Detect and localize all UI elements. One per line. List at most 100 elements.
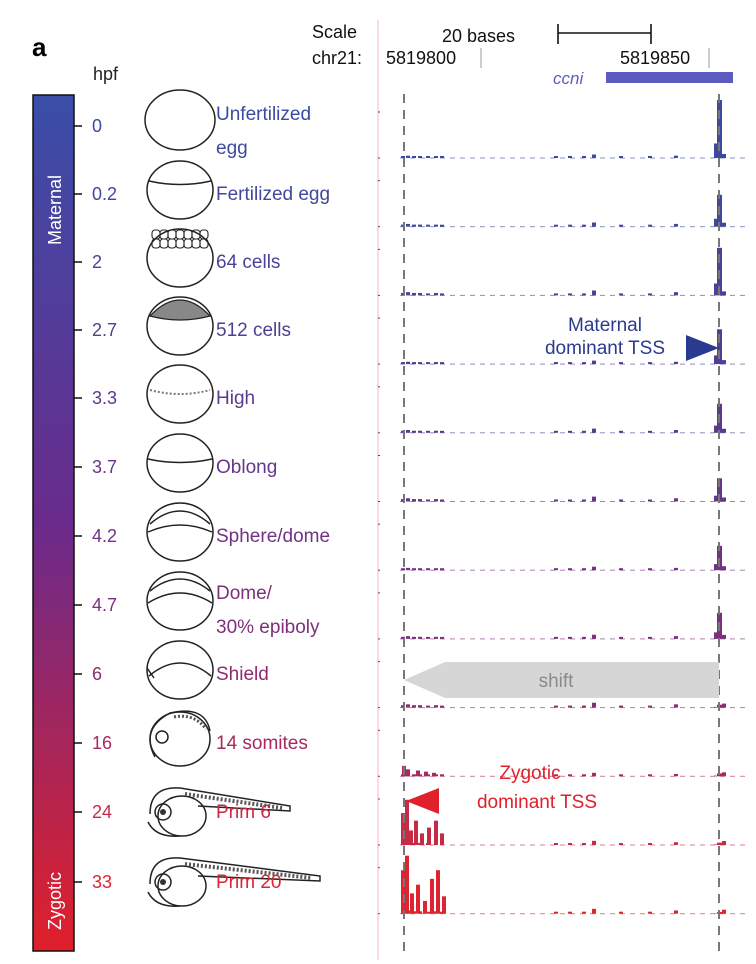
signal-bar — [582, 774, 586, 777]
signal-bar — [423, 900, 427, 914]
signal-bar — [714, 706, 717, 708]
signal-bar — [619, 636, 623, 639]
signal-bar — [722, 703, 726, 708]
coordinate-right: 5819850 — [620, 48, 690, 68]
signal-track: 28 0 — [378, 386, 745, 434]
signal-bar — [434, 430, 438, 433]
hpf-value: 2.7 — [92, 320, 117, 340]
signal-bar — [440, 499, 444, 502]
signal-bar — [426, 911, 430, 914]
stage-name: Shield — [216, 664, 269, 685]
signal-bar — [648, 362, 652, 365]
signal-bar — [406, 430, 410, 433]
signal-bar — [406, 155, 410, 158]
signal-bar — [401, 870, 405, 914]
track-max-label: 28 — [348, 573, 368, 593]
signal-bar — [418, 362, 422, 365]
signal-bar — [434, 499, 438, 502]
signal-bar — [619, 362, 623, 365]
hpf-value: 2 — [92, 252, 102, 272]
fertilized-egg-icon — [146, 160, 214, 220]
signal-bar — [418, 636, 422, 639]
signal-bar — [592, 634, 596, 639]
signal-bar — [592, 772, 596, 777]
signal-bar — [674, 842, 678, 845]
signal-bar — [426, 224, 430, 227]
signal-bar — [582, 636, 586, 639]
prim6-embryo-icon — [147, 787, 291, 837]
signal-bar — [714, 632, 717, 639]
zygotic-tss-arrow — [406, 788, 439, 814]
signal-bar — [722, 428, 726, 433]
signal-bar — [648, 430, 652, 433]
signal-bar — [568, 362, 572, 365]
track-min-label: 0 — [353, 277, 363, 297]
signal-bar — [619, 705, 623, 708]
signal-bar — [592, 840, 596, 845]
signal-bar — [554, 156, 558, 158]
scale-value: 20 bases — [442, 26, 515, 46]
signal-bar — [592, 360, 596, 365]
signal-bar — [432, 772, 436, 777]
track-max-label: 28 — [348, 436, 368, 456]
somite-embryo-icon — [149, 710, 211, 767]
signal-bar — [714, 425, 717, 433]
signal-bar — [412, 636, 416, 639]
signal-bar — [406, 498, 410, 502]
signal-bar — [406, 361, 410, 365]
track-min-label: 0 — [353, 209, 363, 229]
hpf-value: 24 — [92, 802, 112, 822]
signal-bar — [406, 223, 410, 227]
signal-bar — [568, 911, 572, 914]
signal-bar — [412, 224, 416, 227]
signal-bar — [582, 156, 586, 158]
signal-bar — [418, 224, 422, 227]
signal-bar — [722, 360, 726, 365]
signal-bar — [401, 362, 405, 365]
oblong-embryo-icon — [146, 433, 214, 493]
scale-bar — [557, 24, 652, 44]
track-min-label: 0 — [353, 827, 363, 847]
stage-row: 33 Prim 20 — [74, 857, 321, 907]
hpf-value: 16 — [92, 733, 112, 753]
signal-bar — [412, 774, 416, 777]
signal-bar — [592, 428, 596, 433]
high-stage-embryo-icon — [146, 364, 214, 424]
track-min-label: 0 — [353, 758, 363, 778]
stage-row: 0.2 Fertilized egg — [74, 160, 330, 220]
stage-name: egg — [216, 138, 248, 159]
track-max-label: 28 — [348, 298, 368, 318]
signal-bar — [416, 770, 420, 777]
hpf-value: 3.3 — [92, 388, 117, 408]
signal-bar — [418, 499, 422, 502]
shield-embryo-icon — [146, 640, 214, 700]
signal-bar — [674, 292, 678, 296]
gene-feature-bar — [606, 72, 733, 83]
signal-bar — [412, 362, 416, 365]
chromosome-label: chr21: — [312, 48, 362, 68]
signal-bar — [714, 844, 717, 845]
signal-bar — [592, 154, 596, 158]
track-min-label: 0 — [353, 896, 363, 916]
browser-header: Scale 20 bases chr21: 5819800 5819850 cc… — [312, 22, 733, 88]
signal-bar — [568, 843, 572, 845]
signal-bar — [619, 843, 623, 845]
signal-bar — [648, 224, 652, 227]
hpf-value: 0 — [92, 116, 102, 136]
signal-bar — [582, 430, 586, 433]
signal-bar — [434, 705, 438, 708]
signal-bar — [401, 813, 405, 845]
stage-name: Prim 20 — [216, 872, 281, 893]
signal-bar — [582, 293, 586, 296]
signal-track: 28 0 — [378, 100, 745, 159]
stage-row: 16 14 somites — [74, 710, 308, 767]
hpf-value: 33 — [92, 872, 112, 892]
signal-bar — [426, 636, 430, 639]
stage-name: High — [216, 388, 255, 409]
signal-bar — [412, 568, 416, 571]
signal-bar — [440, 705, 444, 708]
512-cell-embryo-icon — [146, 296, 214, 356]
signal-bar — [592, 496, 596, 502]
hpf-value: 4.2 — [92, 526, 117, 546]
